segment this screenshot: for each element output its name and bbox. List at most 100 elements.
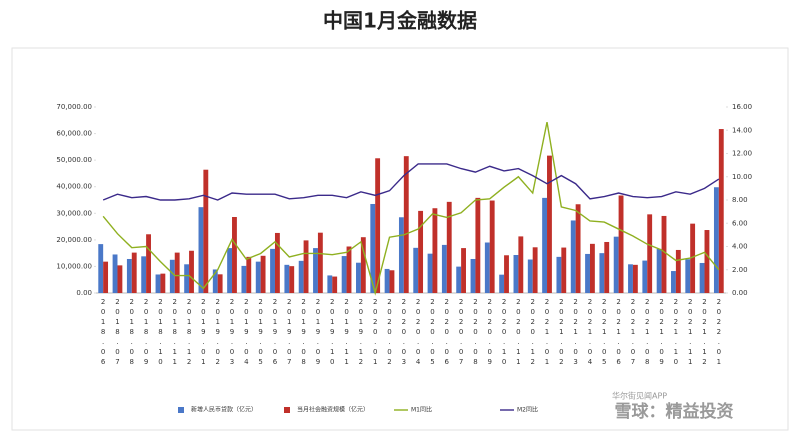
bar	[313, 248, 318, 293]
x-tick-label: 2018.10	[156, 298, 164, 368]
bar	[699, 262, 705, 293]
bar	[513, 255, 519, 293]
x-tick-label: 2020.06	[443, 298, 451, 368]
bar	[212, 269, 218, 293]
line-series	[102, 163, 720, 201]
y2-tick-label: 4.00	[732, 243, 748, 251]
y2-tick-label: 12.00	[732, 150, 752, 158]
y2-tick-label: 2.00	[732, 266, 748, 274]
bar	[599, 253, 605, 293]
bar	[112, 254, 118, 293]
x-tick-label: 2019.10	[328, 298, 336, 368]
x-tick-label: 2020.10	[500, 298, 508, 368]
y-tick-label: 70,000.00	[56, 103, 92, 111]
x-tick-label: 2018.09	[142, 298, 150, 368]
bar	[427, 253, 433, 293]
bar	[174, 252, 180, 293]
y-tick-label: 40,000.00	[56, 183, 92, 191]
x-tick-label: 2019.12	[357, 298, 365, 368]
bar	[141, 256, 147, 293]
bar	[360, 237, 366, 293]
bar	[241, 265, 247, 293]
bar	[618, 195, 624, 293]
bar	[713, 187, 719, 293]
bar	[461, 248, 466, 293]
x-tick-label: 2020.03	[400, 298, 408, 368]
bar	[146, 234, 151, 293]
bar	[227, 248, 233, 293]
bar	[356, 262, 361, 293]
bar	[375, 158, 381, 293]
bar	[632, 264, 638, 293]
bar	[389, 270, 395, 293]
bar	[470, 258, 476, 293]
bar	[198, 207, 204, 293]
y2-tick-label: 8.00	[732, 196, 748, 204]
bar	[532, 247, 538, 293]
bar	[556, 256, 562, 293]
bar	[570, 220, 576, 293]
bar	[518, 236, 524, 293]
bar	[384, 268, 390, 293]
legend-swatch	[284, 407, 290, 413]
x-tick-label: 2019.09	[314, 298, 322, 368]
x-tick-label: 2019.03	[228, 298, 236, 368]
legend-label: 当月社会融资规模（亿元）	[297, 406, 369, 414]
bar	[284, 264, 290, 293]
bar	[647, 214, 653, 293]
x-tick-label: 2019.11	[343, 298, 351, 368]
x-tick-label: 2019.08	[300, 298, 308, 368]
bar	[585, 253, 590, 293]
y-tick-label: 50,000.00	[56, 156, 92, 164]
legend-label: M1同比	[411, 406, 432, 414]
bar	[184, 264, 190, 293]
x-tick-label: 2021.11	[686, 298, 694, 368]
bar	[547, 155, 552, 293]
bar	[690, 223, 696, 293]
chart-title: 中国1月金融数据	[323, 9, 477, 33]
x-tick-label: 2021.04	[586, 298, 594, 368]
bar	[432, 208, 438, 293]
x-tick-label: 2018.07	[113, 298, 121, 368]
bar	[413, 247, 419, 293]
x-tick-label: 2022.01	[715, 298, 723, 368]
bar	[203, 169, 209, 293]
y2-tick-label: 16.00	[732, 103, 752, 111]
bar	[289, 266, 295, 293]
bar	[613, 236, 619, 293]
x-tick-label: 2021.01	[543, 298, 551, 368]
watermark: 雪球：精益投资	[615, 401, 734, 422]
bar	[232, 217, 237, 293]
bar	[575, 204, 581, 293]
x-tick-label: 2020.08	[471, 298, 479, 368]
x-tick-label: 2020.11	[514, 298, 522, 368]
bar	[341, 256, 347, 293]
line-series	[102, 121, 720, 296]
bar	[475, 197, 481, 293]
bar	[317, 232, 323, 293]
bar	[98, 244, 104, 293]
x-tick-label: 2020.04	[414, 298, 422, 368]
bar	[160, 273, 166, 293]
legend-label: 新增人民币贷款（亿元）	[191, 406, 257, 414]
bar	[346, 246, 352, 293]
bar	[126, 258, 132, 293]
bar	[441, 244, 447, 293]
x-tick-label: 2021.10	[672, 298, 680, 368]
y2-tick-label: 10.00	[732, 173, 752, 181]
legend: 新增人民币贷款（亿元） 当月社会融资规模（亿元） M1同比 M2同比	[178, 406, 538, 414]
x-tick-label: 2018.06	[99, 298, 107, 368]
bar	[499, 274, 505, 293]
bar	[403, 156, 409, 293]
y-tick-label: 0.00	[76, 289, 92, 297]
bar	[542, 197, 548, 293]
x-tick-label: 2021.07	[629, 298, 637, 368]
x-tick-label: 2020.02	[386, 298, 394, 368]
x-tick-label: 2020.07	[457, 298, 465, 368]
bar	[327, 275, 333, 293]
legend-label: M2同比	[517, 406, 538, 414]
x-tick-label: 2018.11	[171, 298, 179, 368]
bar	[704, 230, 710, 293]
legend-swatch	[178, 407, 184, 413]
